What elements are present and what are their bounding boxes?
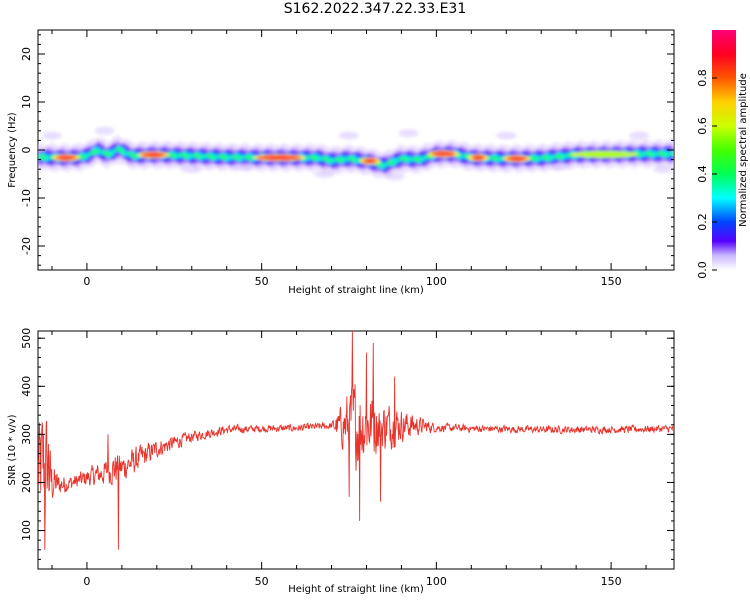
- bottom-xlabel: Height of straight line (km): [288, 584, 424, 595]
- heatmap-halo: [181, 165, 202, 174]
- heatmap-halo: [384, 172, 405, 181]
- colorbar-tick-label: 0.0: [696, 261, 709, 279]
- heatmap-hotspot-core: [57, 155, 75, 160]
- bottom-ytick-label: 300: [20, 424, 33, 445]
- colorbar-tick-label: 0.8: [696, 69, 709, 87]
- snr-panel: 0 50 100 150 100 200 300 400 500 Height of strai…: [7, 328, 675, 595]
- colorbar-gradient: [712, 30, 736, 270]
- heatmap-band: [38, 145, 674, 168]
- spectrogram-heatmap: [38, 126, 674, 181]
- heatmap-halo: [314, 170, 335, 178]
- heatmap-band: [38, 144, 674, 170]
- bottom-xtick-label: 50: [255, 575, 269, 588]
- heatmap-halo: [234, 162, 255, 171]
- top-ytick-label: 10: [20, 95, 33, 109]
- colorbar: 0.0 0.2 0.4 0.6 0.8 Normalized spectral ampl…: [696, 30, 749, 279]
- spectrogram-panel: 0 50 100 150 -20 -10 0 10 20 Height of straight …: [7, 29, 675, 296]
- colorbar-label: Normalized spectral amplitude: [738, 73, 749, 227]
- heatmap-halo: [496, 131, 517, 140]
- bottom-xtick-label: 150: [601, 575, 622, 588]
- top-ylabel: Frequency (Hz): [7, 112, 18, 188]
- top-xtick-label: 150: [601, 275, 622, 288]
- colorbar-tick-label: 0.4: [696, 165, 709, 183]
- heatmap-hotspot-core: [364, 159, 376, 163]
- snr-axes: 0 50 100 150 100 200 300 400 500: [20, 328, 674, 588]
- bottom-xtick-label: 100: [426, 575, 447, 588]
- heatmap-hotspot-core: [142, 153, 164, 157]
- heatmap-halo: [629, 131, 650, 140]
- heatmap-hotspot-core: [508, 156, 526, 161]
- bottom-ytick-label: 100: [20, 520, 33, 541]
- heatmap-ridge: [38, 126, 674, 181]
- heatmap-halo: [41, 131, 62, 140]
- chart-title: S162.2022.347.22.33.E31: [283, 1, 467, 17]
- colorbar-ticks: 0.0 0.2 0.4 0.6 0.8: [696, 69, 717, 279]
- bottom-ytick-label: 500: [20, 328, 33, 349]
- snr-series-line: [38, 331, 674, 550]
- top-xtick-label: 100: [426, 275, 447, 288]
- heatmap-hotspot-mid: [574, 151, 635, 158]
- heatmap-halo: [548, 162, 569, 171]
- heatmap-halo: [339, 131, 360, 140]
- heatmap-hotspot-core: [432, 152, 454, 156]
- colorbar-tick-label: 0.2: [696, 213, 709, 231]
- colorbar-tick-label: 0.6: [696, 117, 709, 135]
- top-ytick-label: -10: [20, 189, 33, 207]
- heatmap-halo: [94, 126, 115, 135]
- spectrogram-axes: 0 50 100 150 -20 -10 0 10 20: [20, 30, 674, 288]
- bottom-xtick-label: 0: [83, 575, 90, 588]
- top-ytick-label: 0: [20, 147, 33, 154]
- top-xtick-label: 50: [255, 275, 269, 288]
- bottom-ytick-label: 200: [20, 472, 33, 493]
- heatmap-hotspot-core: [473, 155, 484, 160]
- bottom-ytick-label: 400: [20, 376, 33, 397]
- top-xlabel: Height of straight line (km): [288, 285, 424, 296]
- bottom-ylabel: SNR (10 * v/v): [7, 414, 18, 485]
- heatmap-halo: [653, 165, 674, 174]
- top-ytick-label: -20: [20, 237, 33, 255]
- heatmap-hotspot-core: [258, 155, 301, 160]
- top-xtick-label: 0: [83, 275, 90, 288]
- heatmap-halo: [398, 129, 419, 138]
- top-ytick-label: 20: [20, 47, 33, 61]
